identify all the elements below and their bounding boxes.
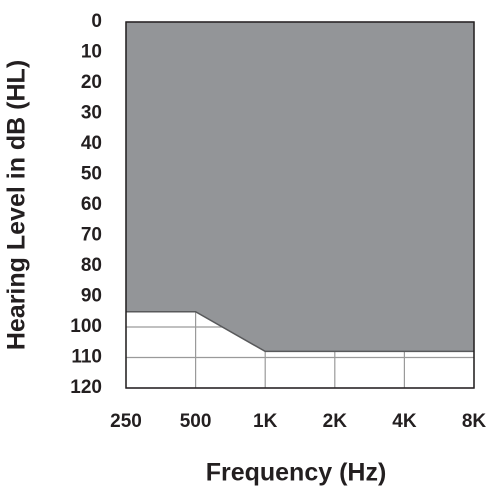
y-tick-label: 120 — [70, 377, 102, 398]
plot-frame — [125, 21, 475, 389]
x-axis-title: Frequency (Hz) — [206, 459, 387, 487]
y-tick-label: 100 — [70, 316, 102, 337]
y-tick-label: 80 — [81, 255, 102, 276]
y-tick-label: 90 — [81, 286, 102, 307]
y-tick-label: 0 — [91, 11, 102, 32]
y-tick-label: 40 — [81, 133, 102, 154]
x-tick-label: 2K — [323, 411, 348, 432]
x-tick-label: 1K — [253, 411, 278, 432]
y-tick-label: 10 — [81, 42, 102, 63]
x-tick-label: 500 — [180, 411, 212, 432]
x-tick-label: 4K — [392, 411, 417, 432]
x-tick-label: 250 — [110, 411, 142, 432]
y-tick-label: 50 — [81, 164, 102, 185]
y-tick-label: 30 — [81, 103, 102, 124]
y-axis-title: Hearing Level in dB (HL) — [3, 60, 31, 350]
y-tick-label: 70 — [81, 225, 102, 246]
y-tick-label: 110 — [71, 347, 102, 368]
area — [126, 22, 474, 352]
y-tick-label: 60 — [81, 194, 102, 215]
y-tick-label: 20 — [81, 72, 102, 93]
area-boundary — [126, 311, 474, 353]
x-tick-label: 8K — [462, 411, 487, 432]
